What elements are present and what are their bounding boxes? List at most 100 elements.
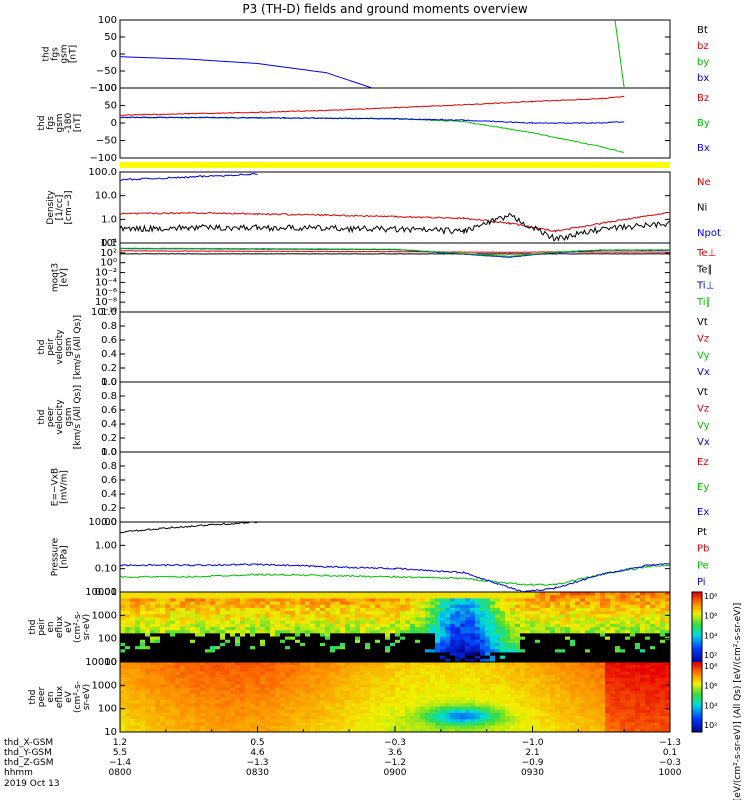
spectrogram-cell [430,655,436,660]
spectrogram-cell [455,646,461,650]
spectrogram-cell [435,627,441,631]
spectrogram-cell [540,671,546,676]
spectrogram-cell [400,595,406,599]
spectrogram-cell [160,649,166,653]
colorbar-cell [692,614,702,617]
spectrogram-cell [370,617,376,622]
spectrogram-cell [255,716,261,720]
spectrogram-cell [565,646,571,650]
spectrogram-cell [430,649,436,653]
spectrogram-cell [150,604,156,609]
spectrogram-cell [390,662,396,666]
spectrogram-cell [220,604,226,609]
spectrogram-cell [605,674,611,679]
spectrogram-cell [390,677,396,682]
spectrogram-cell [470,703,476,707]
spectrogram-cell [635,598,641,602]
spectrogram-cell [505,681,511,685]
spectrogram-cell [215,649,221,653]
spectrogram-cell [540,722,546,727]
spectrogram-cell [350,646,356,650]
spectrogram-cell [280,646,286,650]
spectrogram-cell [120,595,126,599]
spectrogram-cell [450,722,456,727]
spectrogram-cell [515,703,521,707]
spectrogram-cell [300,712,306,717]
colorbar-cell [692,616,702,619]
spectrogram-cell [515,636,521,641]
spectrogram-cell [595,598,601,602]
colorbar-cell [692,662,702,665]
spectrogram-cell [425,592,431,596]
spectrogram-cell [140,725,146,730]
spectrogram-cell [550,601,556,606]
spectrogram-cell [585,601,591,606]
spectrogram-cell [450,617,456,622]
spectrogram-cell [140,658,146,663]
spectrogram-cell [320,614,326,618]
spectrogram-cell [585,693,591,698]
spectrogram-cell [270,646,276,650]
spectrogram-cell [645,633,651,637]
spectrogram-cell [275,712,281,717]
spectrogram-cell [645,623,651,628]
spectrogram-cell [545,725,551,730]
spectrogram-cell [515,655,521,660]
spectrogram-cell [170,684,176,688]
spectrogram-cell [500,623,506,628]
spectrogram-cell [540,595,546,599]
spectrogram-cell [610,646,616,650]
spectrogram-cell [170,633,176,637]
spectrogram-cell [415,636,421,641]
spectrogram-cell [465,728,471,733]
spectrogram-cell [410,728,416,733]
spectrogram-cell [450,725,456,730]
spectrogram-cell [605,646,611,650]
spectrogram-cell [615,668,621,672]
spectrogram-cell [350,697,356,701]
spectrogram-cell [385,646,391,650]
spectrogram-cell [205,719,211,723]
spectrogram-cell [370,725,376,730]
spectrogram-cell [645,706,651,711]
spectrogram-cell [355,684,361,688]
spectrogram-cell [415,655,421,660]
spectrogram-cell [535,728,541,733]
spectrogram-cell [470,712,476,717]
spectrogram-cell [160,722,166,727]
spectrogram-cell [395,617,401,622]
spectrogram-cell [660,649,666,653]
spectrogram-cell [360,693,366,698]
spectrogram-cell [515,601,521,606]
spectrogram-cell [455,719,461,723]
spectrogram-cell [345,690,351,695]
spectrogram-cell [610,662,616,666]
spectrogram-cell [360,658,366,663]
spectrogram-cell [260,690,266,695]
spectrogram-cell [365,725,371,730]
spectrogram-cell [180,639,186,644]
spectrogram-cell [130,684,136,688]
spectrogram-cell [465,611,471,615]
spectrogram-cell [610,722,616,727]
spectrogram-cell [330,627,336,631]
spectrogram-cell [455,620,461,625]
spectrogram-cell [370,598,376,602]
spectrogram-cell [440,649,446,653]
spectrogram-cell [295,681,301,685]
spectrogram-cell [615,630,621,634]
spectrogram-cell [250,722,256,727]
spectrogram-cell [405,617,411,622]
spectrogram-cell [565,687,571,692]
spectrogram-cell [180,607,186,612]
spectrogram-cell [625,658,631,663]
spectrogram-cell [215,712,221,717]
spectrogram-cell [495,620,501,625]
spectrogram-cell [490,668,496,672]
spectrogram-cell [610,687,616,692]
spectrogram-cell [470,604,476,609]
spectrogram-cell [315,690,321,695]
spectrogram-cell [330,690,336,695]
spectrogram-cell [425,607,431,612]
spectrogram-cell [360,703,366,707]
